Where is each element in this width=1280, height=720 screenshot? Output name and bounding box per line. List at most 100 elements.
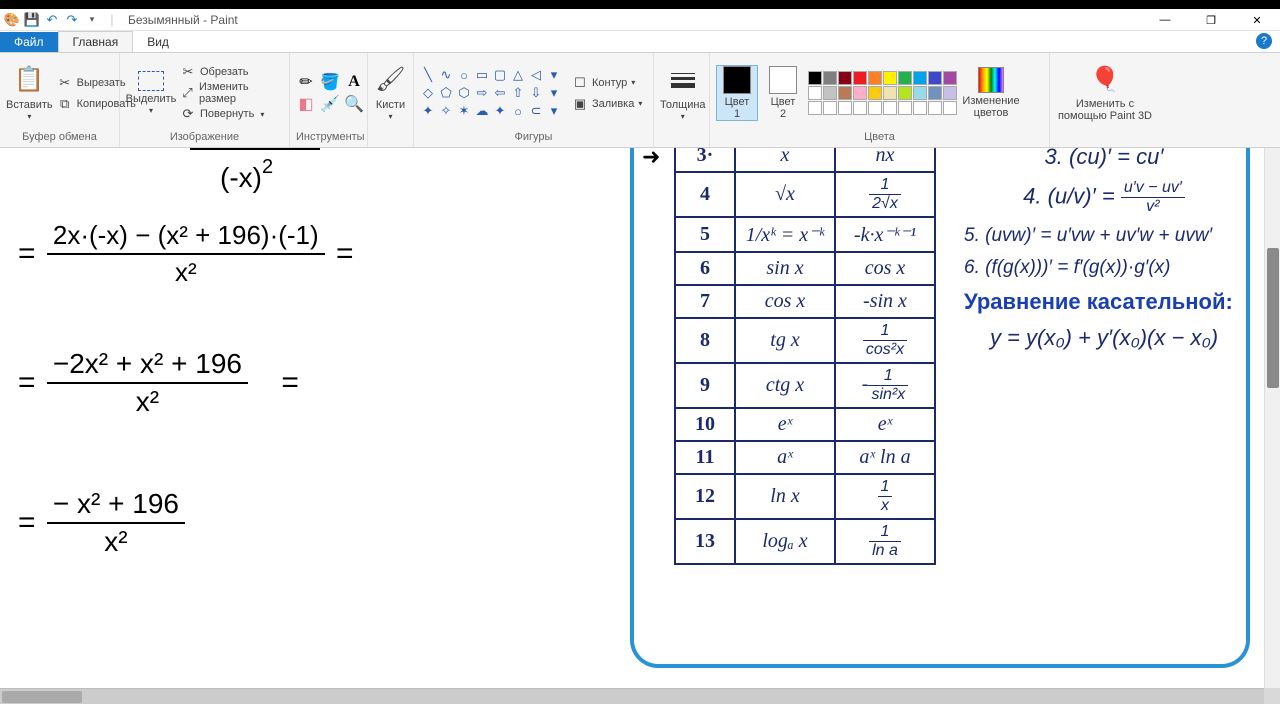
palette-swatch[interactable] xyxy=(883,71,897,85)
table-row: 51/xᵏ = x⁻ᵏ-k·x⁻ᵏ⁻¹ xyxy=(675,217,935,252)
hw-den2: x² xyxy=(47,384,248,418)
minimize-button[interactable]: — xyxy=(1142,9,1188,31)
palette-swatch[interactable] xyxy=(943,86,957,100)
qat-save-icon[interactable]: 💾 xyxy=(24,12,40,28)
palette-swatch[interactable] xyxy=(838,101,852,115)
rule-5: 5. (uvw)′ = u′vw + uv′w + uvw′ xyxy=(964,225,1244,247)
palette-swatch[interactable] xyxy=(943,71,957,85)
brushes-button[interactable]: 🖌 Кисти ▾ xyxy=(374,65,407,122)
magnifier-tool[interactable]: 🔍 xyxy=(344,94,364,114)
ribbon-tabs: Файл Главная Вид ? xyxy=(0,31,1280,53)
row-index: 8 xyxy=(675,318,735,363)
pencil-tool[interactable]: ✏ xyxy=(296,72,316,92)
palette-swatch[interactable] xyxy=(838,71,852,85)
palette-swatch[interactable] xyxy=(928,71,942,85)
rotate-button[interactable]: ⟳Повернуть▾ xyxy=(180,104,283,124)
palette-swatch[interactable] xyxy=(913,71,927,85)
palette-swatch[interactable] xyxy=(823,101,837,115)
table-row: 6sin xcos x xyxy=(675,252,935,285)
row-index: 4 xyxy=(675,172,735,217)
palette-swatch[interactable] xyxy=(913,101,927,115)
tangent-equation: y = y(x₀) + y′(x₀)(x − x₀) xyxy=(964,325,1244,351)
tangent-title: Уравнение касательной: xyxy=(964,289,1244,315)
group-size: Толщина ▾ xyxy=(654,53,710,147)
color1-swatch xyxy=(723,66,751,94)
palette-swatch[interactable] xyxy=(853,101,867,115)
palette-swatch[interactable] xyxy=(883,86,897,100)
row-deriv: 1x xyxy=(835,474,935,519)
palette-swatch[interactable] xyxy=(913,86,927,100)
shape-fill-button[interactable]: ▣Заливка▾ xyxy=(572,94,642,114)
shapes-gallery[interactable]: ╲∿○▭▢△◁▾ ◇⬠⬡⇨⇦⇧⇩▾ ✦✧✶☁✦○⊂▾ xyxy=(420,67,562,119)
palette-swatch[interactable] xyxy=(898,71,912,85)
resize-button[interactable]: ⤢Изменить размер xyxy=(180,83,283,103)
row-func: eˣ xyxy=(735,408,835,441)
text-tool[interactable]: A xyxy=(344,72,364,92)
row-func: aˣ xyxy=(735,441,835,474)
size-button[interactable]: Толщина ▾ xyxy=(660,65,706,122)
color-palette[interactable] xyxy=(808,71,957,115)
row-deriv: 1cos²x xyxy=(835,318,935,363)
edit-colors-button[interactable]: Изменение цветов xyxy=(961,67,1021,119)
paint3d-button[interactable]: 🎈 Изменить с помощью Paint 3D xyxy=(1056,64,1154,122)
table-row: 9ctg x-1sin²x xyxy=(675,363,935,408)
select-icon xyxy=(138,71,164,91)
picker-tool[interactable]: 💉 xyxy=(320,94,340,114)
shapes-group-label: Фигуры xyxy=(420,131,647,145)
row-deriv: cos x xyxy=(835,252,935,285)
palette-swatch[interactable] xyxy=(943,101,957,115)
vertical-scrollbar[interactable] xyxy=(1264,148,1280,688)
color1-button[interactable]: Цвет 1 xyxy=(716,65,758,121)
row-index: 11 xyxy=(675,441,735,474)
palette-swatch[interactable] xyxy=(808,101,822,115)
crop-button[interactable]: ✂Обрезать xyxy=(180,62,283,82)
clipboard-group-label: Буфер обмена xyxy=(6,131,113,145)
fill-tool[interactable]: 🪣 xyxy=(320,72,340,92)
tab-file[interactable]: Файл xyxy=(0,32,58,52)
tools-group-label: Инструменты xyxy=(296,131,361,145)
palette-swatch[interactable] xyxy=(898,86,912,100)
palette-swatch[interactable] xyxy=(838,86,852,100)
tab-home[interactable]: Главная xyxy=(58,31,134,52)
qat-dropdown-icon[interactable]: ▾ xyxy=(84,12,100,28)
canvas-area[interactable]: (-x)2 = 2x·(-x) − (x² + 196)·(-1) x² = =… xyxy=(0,148,1280,704)
group-colors: Цвет 1 Цвет 2 Изменение цветов Цвета xyxy=(710,53,1050,147)
row-deriv: -sin x xyxy=(835,285,935,318)
hw-num1: 2x·(-x) − (x² + 196)·(-1) xyxy=(47,220,325,255)
row-deriv: -k·x⁻ᵏ⁻¹ xyxy=(835,217,935,252)
palette-swatch[interactable] xyxy=(868,71,882,85)
fill-icon: ▣ xyxy=(572,96,588,112)
row-index: 10 xyxy=(675,408,735,441)
palette-swatch[interactable] xyxy=(823,71,837,85)
eraser-tool[interactable]: ◧ xyxy=(296,94,316,114)
palette-swatch[interactable] xyxy=(853,86,867,100)
palette-swatch[interactable] xyxy=(868,86,882,100)
tab-view[interactable]: Вид xyxy=(133,32,183,52)
hw-den1: x² xyxy=(47,255,325,288)
palette-swatch[interactable] xyxy=(853,71,867,85)
palette-swatch[interactable] xyxy=(823,86,837,100)
palette-swatch[interactable] xyxy=(928,86,942,100)
palette-swatch[interactable] xyxy=(883,101,897,115)
palette-swatch[interactable] xyxy=(868,101,882,115)
color2-label: Цвет 2 xyxy=(771,96,796,120)
help-icon[interactable]: ? xyxy=(1256,33,1272,49)
close-button[interactable]: ✕ xyxy=(1234,9,1280,31)
palette-swatch[interactable] xyxy=(928,101,942,115)
outline-icon: ☐ xyxy=(572,75,588,91)
select-button[interactable]: Выделить ▾ xyxy=(126,71,176,116)
palette-swatch[interactable] xyxy=(898,101,912,115)
maximize-button[interactable]: ❐ xyxy=(1188,9,1234,31)
color2-swatch xyxy=(769,66,797,94)
qat-undo-icon[interactable]: ↶ xyxy=(44,12,60,28)
palette-swatch[interactable] xyxy=(808,71,822,85)
paste-button[interactable]: 📋 Вставить ▾ xyxy=(6,65,53,122)
row-deriv: aˣ ln a xyxy=(835,441,935,474)
color2-button[interactable]: Цвет 2 xyxy=(762,66,804,120)
rotate-icon: ⟳ xyxy=(180,106,196,122)
shape-outline-button[interactable]: ☐Контур▾ xyxy=(572,73,642,93)
row-deriv: -1sin²x xyxy=(835,363,935,408)
palette-swatch[interactable] xyxy=(808,86,822,100)
rule-4-lhs: 4. (u/v)′ = xyxy=(1023,183,1115,208)
qat-redo-icon[interactable]: ↷ xyxy=(64,12,80,28)
